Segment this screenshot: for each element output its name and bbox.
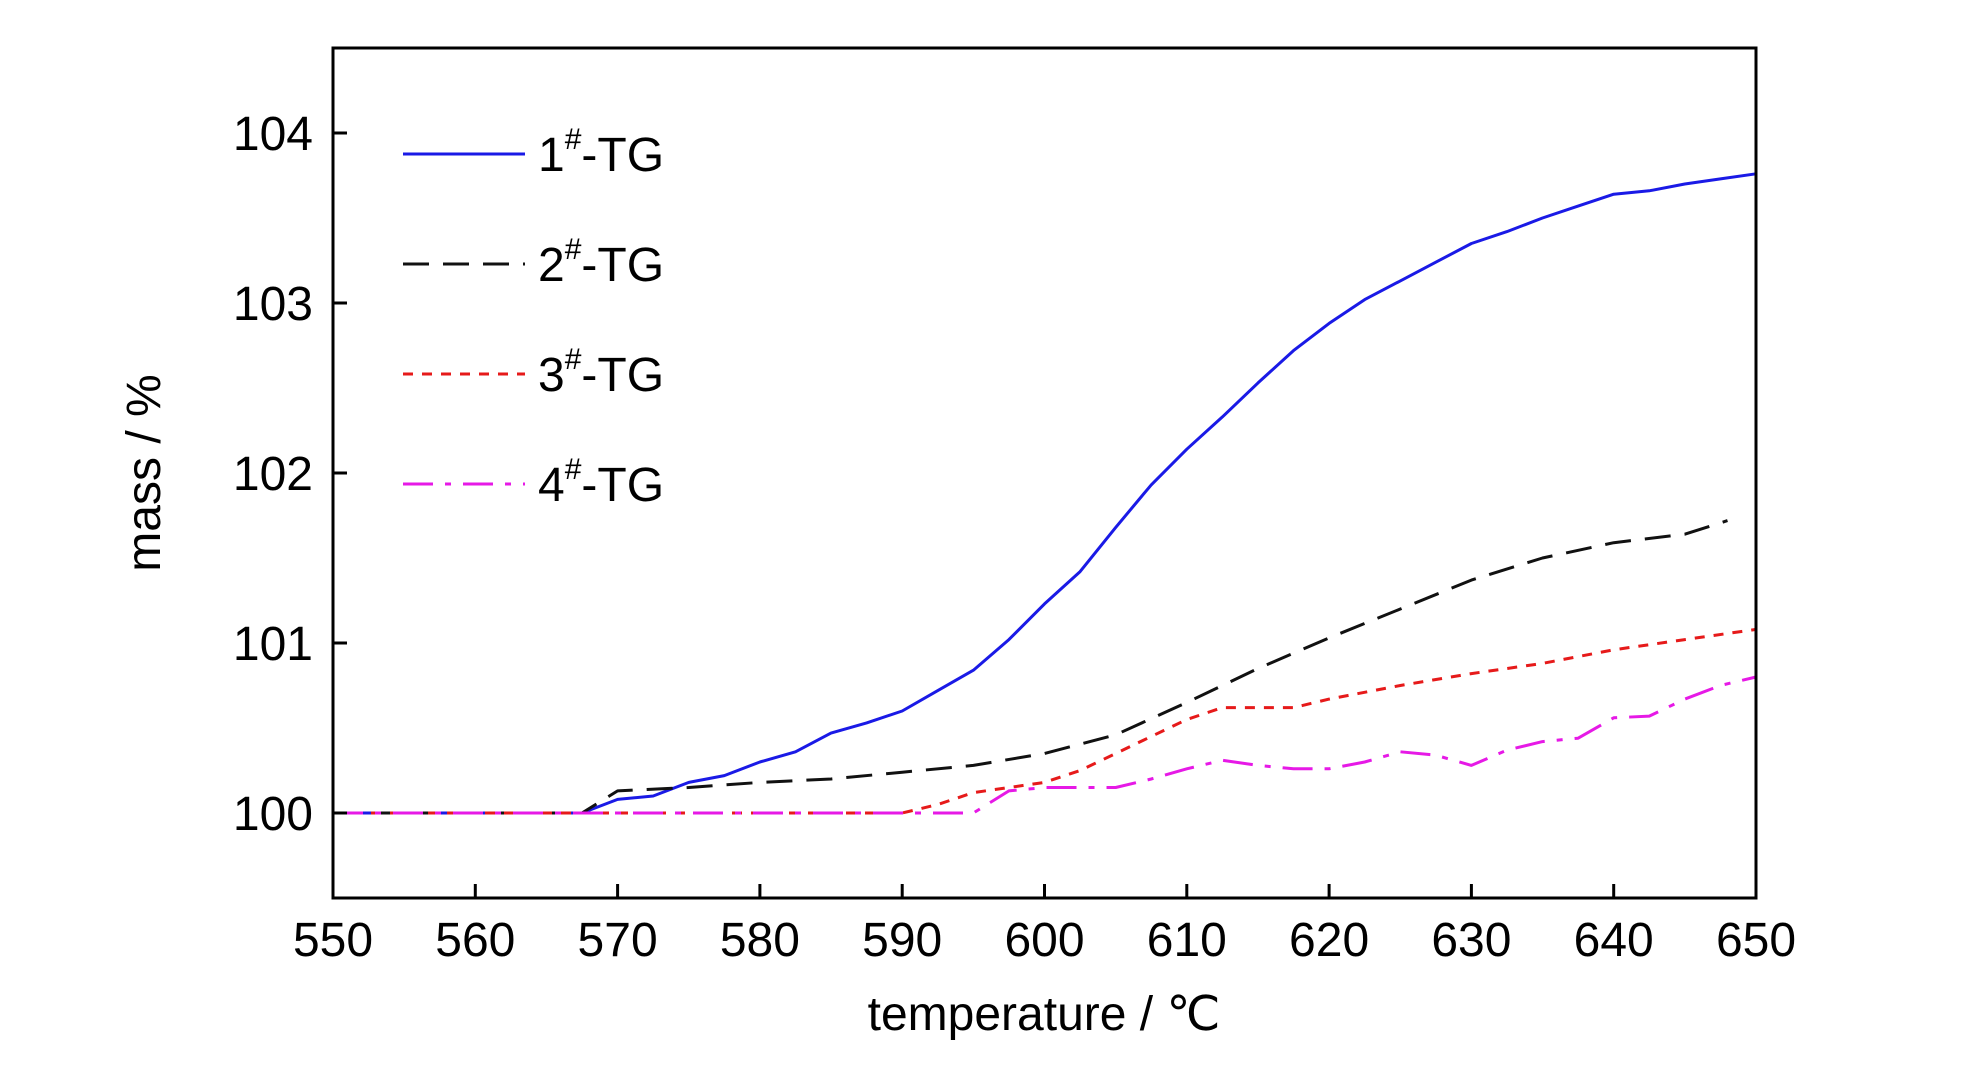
- y-tick-label: 100: [233, 788, 313, 841]
- series-line-2: [333, 519, 1728, 815]
- legend-label-base: 1: [538, 129, 565, 182]
- x-tick-label: 620: [1289, 914, 1369, 967]
- legend-label-2: 2#-TG: [538, 233, 664, 292]
- x-tick-label: 610: [1147, 914, 1227, 967]
- x-tick-label: 580: [720, 914, 800, 967]
- y-tick-label: 101: [233, 618, 313, 671]
- x-tick-label: 560: [435, 914, 515, 967]
- x-axis: 550 560 570 580 590 600 610 620 630 640 650: [293, 884, 1796, 967]
- legend-label-superscript: #: [565, 123, 582, 156]
- y-axis: 100 101 102 103 104: [233, 108, 347, 841]
- y-axis-label: mass / %: [118, 374, 171, 571]
- y-tick-label: 102: [233, 448, 313, 501]
- legend-label-suffix: -TG: [581, 459, 664, 512]
- legend-label-4: 4#-TG: [538, 453, 664, 512]
- legend-label-suffix: -TG: [581, 349, 664, 402]
- series-line-4: [333, 675, 1757, 815]
- legend-label-suffix: -TG: [581, 239, 664, 292]
- legend: 1#-TG2#-TG3#-TG4#-TG: [403, 123, 664, 512]
- series-line-1: [333, 172, 1757, 815]
- x-tick-label: 590: [862, 914, 942, 967]
- series-line-3: [333, 627, 1757, 815]
- x-tick-label: 550: [293, 914, 373, 967]
- legend-label-superscript: #: [565, 343, 582, 376]
- x-tick-label: 650: [1716, 914, 1796, 967]
- y-tick-label: 104: [233, 108, 313, 161]
- legend-label-base: 2: [538, 239, 565, 292]
- x-tick-label: 600: [1004, 914, 1084, 967]
- x-tick-label: 640: [1574, 914, 1654, 967]
- legend-label-superscript: #: [565, 233, 582, 266]
- legend-label-3: 3#-TG: [538, 343, 664, 402]
- x-tick-label: 570: [578, 914, 658, 967]
- x-axis-label: temperature / ℃: [868, 988, 1221, 1041]
- legend-label-base: 3: [538, 349, 565, 402]
- legend-label-suffix: -TG: [581, 129, 664, 182]
- legend-label-1: 1#-TG: [538, 123, 664, 182]
- x-tick-label: 630: [1431, 914, 1511, 967]
- legend-label-base: 4: [538, 459, 565, 512]
- series-layer: [333, 172, 1757, 815]
- legend-label-superscript: #: [565, 453, 582, 486]
- y-tick-label: 103: [233, 278, 313, 331]
